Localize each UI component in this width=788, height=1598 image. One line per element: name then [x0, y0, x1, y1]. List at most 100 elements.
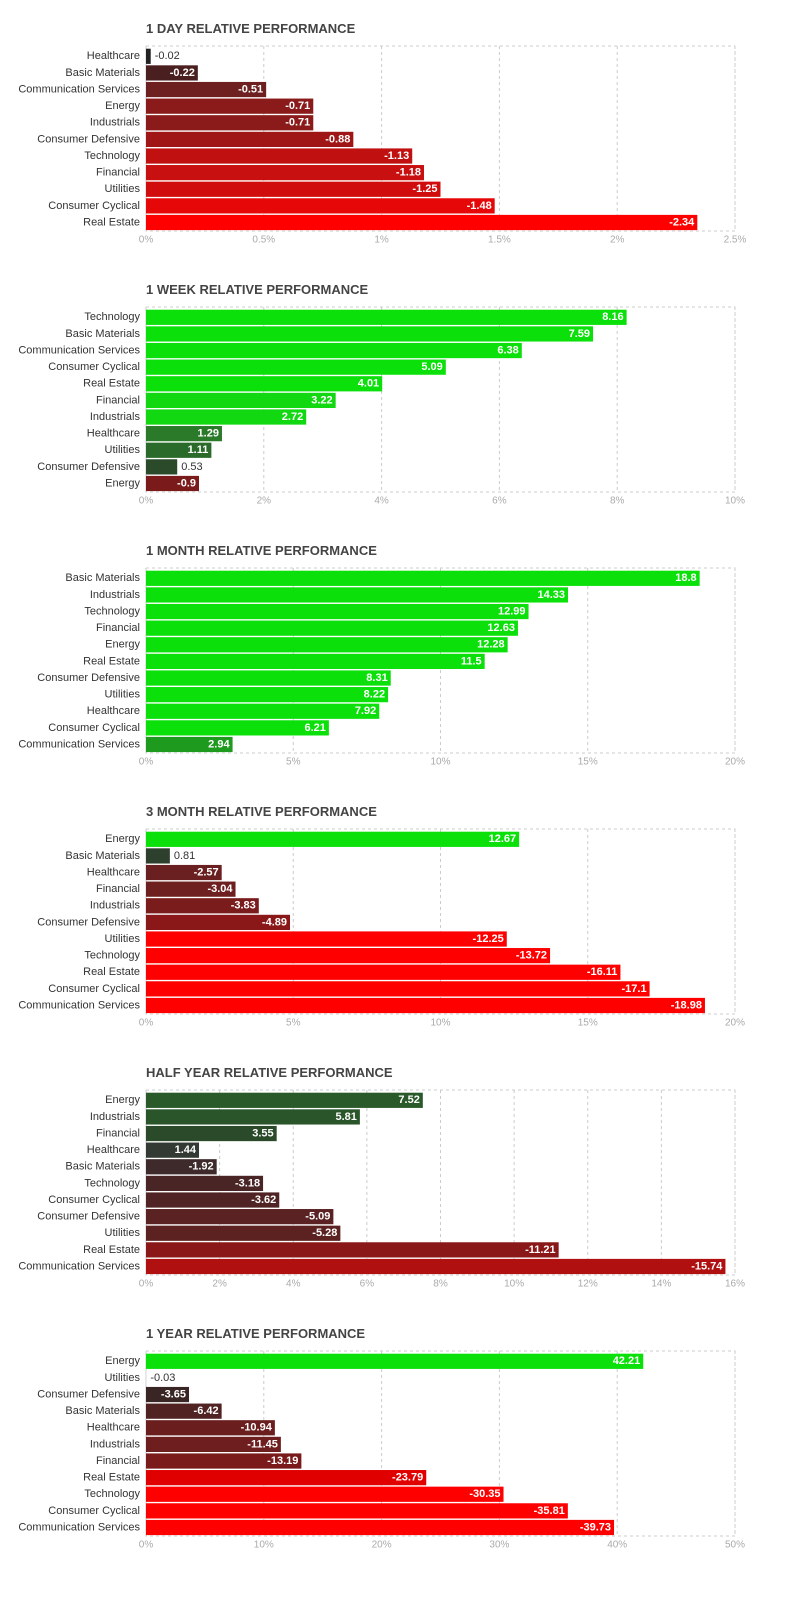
value-label: -1.18: [396, 167, 421, 179]
bar: [146, 1142, 200, 1158]
bar: [146, 1092, 423, 1108]
bar: [146, 342, 522, 359]
bar: [146, 475, 200, 492]
bar: [146, 165, 425, 181]
x-tick-label: 2.5%: [724, 235, 747, 246]
value-label: -16.11: [587, 966, 618, 978]
category-label: Energy: [105, 477, 140, 489]
category-label: Utilities: [105, 444, 141, 456]
value-label: -0.51: [238, 83, 263, 95]
bar: [146, 653, 485, 670]
value-label: -17.1: [622, 983, 647, 995]
value-label: 18.8: [675, 572, 696, 584]
x-tick-label: 15%: [578, 1018, 598, 1029]
value-label: 14.33: [537, 589, 565, 601]
value-label: 1.29: [198, 428, 219, 440]
bar: [146, 687, 389, 703]
value-label: 7.59: [569, 328, 590, 340]
category-label: Financial: [96, 883, 140, 895]
value-label: -30.35: [469, 1488, 500, 1500]
value-label: -0.71: [285, 117, 310, 129]
category-label: Energy: [105, 1355, 140, 1367]
bar: [146, 198, 495, 214]
x-tick-label: 2%: [257, 496, 272, 507]
x-tick-label: 0%: [139, 1018, 154, 1029]
x-tick-label: 10%: [504, 1279, 524, 1290]
value-label: 8.16: [602, 311, 623, 323]
bar: [146, 1519, 615, 1536]
category-label: Communication Services: [18, 1521, 140, 1533]
value-label: -18.98: [671, 999, 702, 1011]
category-label: Basic Materials: [65, 328, 140, 340]
value-label: -13.19: [267, 1455, 298, 1467]
bar: [146, 931, 507, 947]
value-label: 4.01: [358, 378, 379, 390]
category-label: Technology: [84, 1177, 140, 1189]
value-label: -1.25: [412, 183, 437, 195]
category-label: Technology: [84, 150, 140, 162]
bar: [146, 1175, 264, 1192]
value-label: -1.92: [189, 1161, 214, 1173]
category-label: Real Estate: [83, 1244, 140, 1256]
bar: [146, 426, 222, 442]
category-label: Financial: [96, 167, 140, 179]
x-tick-label: 0%: [139, 757, 154, 768]
x-tick-label: 2%: [610, 235, 625, 246]
category-label: Real Estate: [83, 378, 140, 390]
value-label: -3.04: [207, 883, 233, 895]
category-label: Technology: [84, 311, 140, 323]
bar: [146, 881, 236, 897]
category-label: Real Estate: [83, 1472, 140, 1484]
bar: [146, 1403, 222, 1419]
value-label: -4.89: [262, 916, 287, 928]
value-label: 12.28: [477, 639, 505, 651]
x-tick-label: 6%: [360, 1279, 375, 1290]
value-label: -0.88: [325, 133, 350, 145]
category-label: Basic Materials: [65, 1161, 140, 1173]
value-label: -11.21: [525, 1244, 556, 1256]
value-label: 7.52: [398, 1094, 419, 1106]
category-label: Consumer Cyclical: [48, 200, 140, 212]
x-tick-label: 50%: [725, 1540, 745, 1551]
bar: [146, 620, 518, 636]
bar: [146, 1159, 217, 1175]
value-label: 42.21: [613, 1355, 641, 1367]
x-tick-label: 0%: [139, 496, 154, 507]
category-label: Industrials: [90, 411, 141, 423]
bar: [146, 409, 307, 425]
category-label: Communication Services: [18, 344, 140, 356]
bar: [146, 1453, 302, 1469]
category-label: Consumer Defensive: [37, 133, 140, 145]
category-label: Basic Materials: [65, 850, 140, 862]
bar: [146, 1486, 504, 1502]
bar: [146, 864, 222, 881]
bar: [146, 736, 233, 753]
bar: [146, 131, 354, 148]
value-label: -5.09: [305, 1211, 330, 1223]
bar: [146, 1420, 275, 1436]
category-label: Technology: [84, 950, 140, 962]
category-label: Financial: [96, 1127, 140, 1139]
bar: [146, 65, 198, 81]
bar: [146, 981, 650, 997]
category-label: Healthcare: [87, 50, 140, 62]
category-label: Consumer Defensive: [37, 672, 140, 684]
bar: [146, 948, 551, 964]
category-label: Healthcare: [87, 428, 140, 440]
value-label: -12.25: [473, 933, 504, 945]
value-label: 7.92: [355, 705, 376, 717]
bar: [146, 214, 698, 231]
x-tick-label: 20%: [725, 757, 745, 768]
x-tick-label: 0%: [139, 1540, 154, 1551]
plot-border: [145, 45, 736, 232]
plot-border: [145, 1350, 736, 1537]
value-label: -0.71: [285, 100, 310, 112]
bar: [146, 48, 151, 64]
category-label: Basic Materials: [65, 1405, 140, 1417]
value-label: -0.03: [150, 1372, 175, 1384]
value-label: -1.48: [467, 200, 492, 212]
bar: [146, 603, 529, 620]
bar: [146, 392, 336, 409]
bar: [146, 1258, 726, 1275]
